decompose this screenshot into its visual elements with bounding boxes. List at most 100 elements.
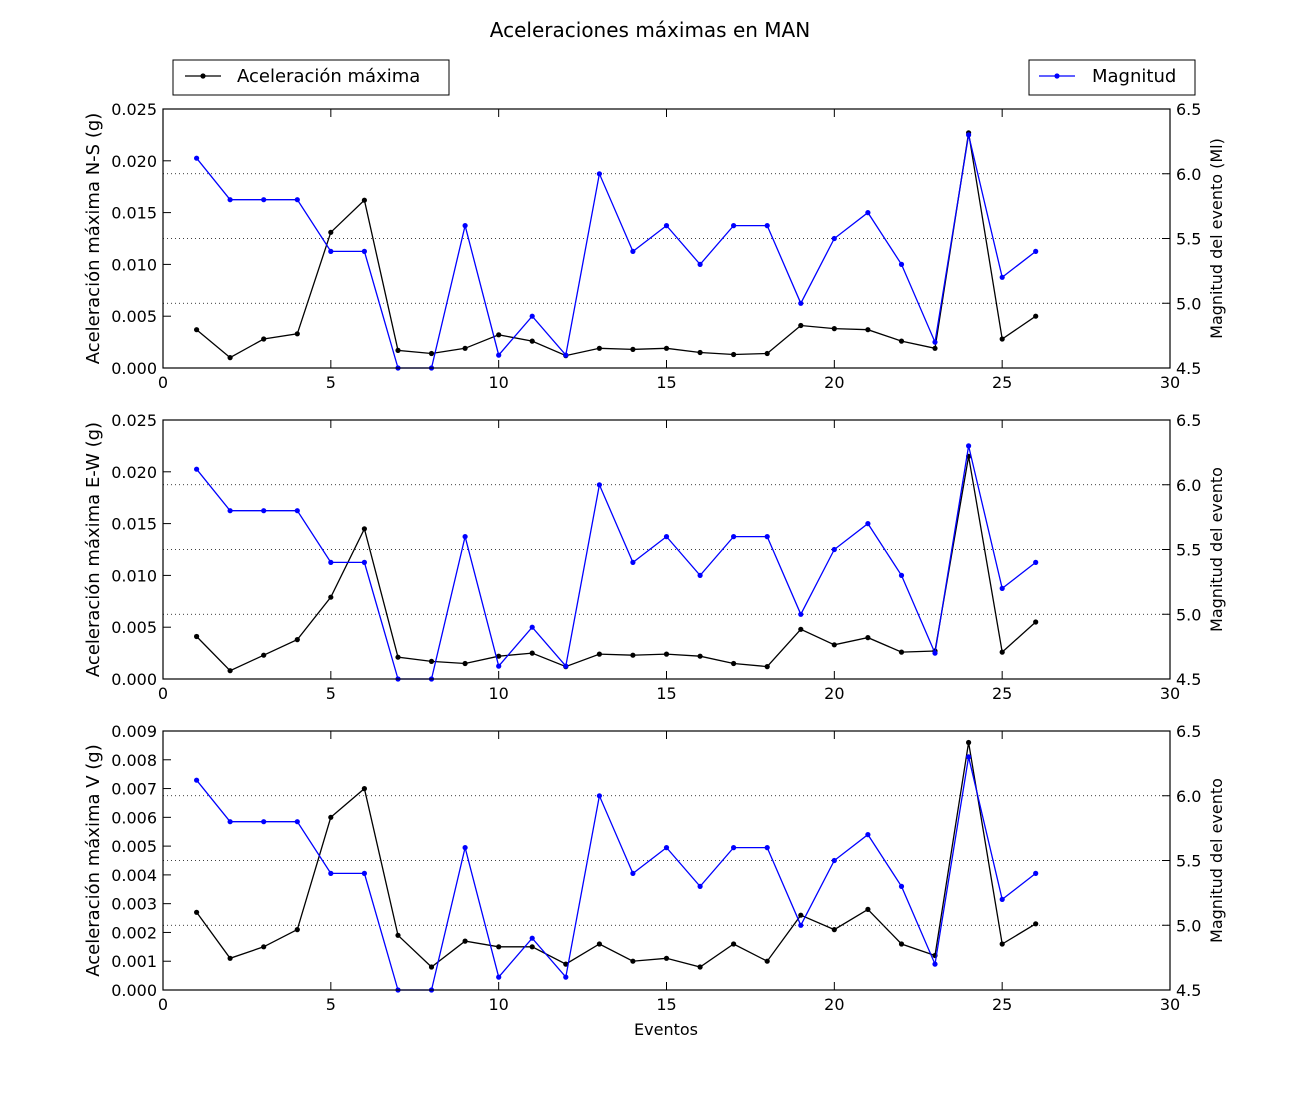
x-tick-label-ew: 30 xyxy=(1160,684,1180,703)
series-line-mag-ns xyxy=(196,134,1037,369)
data-point-mag-v xyxy=(966,754,972,760)
panels: 0 5 10 15 20 25 30 0.000 0.005 0.010 0.015 0.020 0.0… xyxy=(83,100,1226,1014)
data-point-mag-ew xyxy=(227,508,233,514)
legend-mag-label: Magnitud xyxy=(1092,66,1176,87)
data-point-mag-v xyxy=(1033,870,1039,877)
data-point-accel-v xyxy=(697,964,703,970)
y-tick-label-v: 0.004 xyxy=(111,866,157,885)
data-point-mag-ns xyxy=(361,248,367,254)
x-tick-label-v: 10 xyxy=(488,995,508,1014)
data-point-mag-ew xyxy=(630,559,636,566)
data-point-accel-ew xyxy=(328,594,334,600)
data-point-accel-ns xyxy=(227,355,233,361)
data-point-mag-ew xyxy=(898,572,905,579)
data-point-accel-ew xyxy=(731,660,737,667)
data-point-mag-ew xyxy=(798,611,804,617)
data-point-mag-ew xyxy=(831,546,837,553)
y-tick-label-ew: 0.015 xyxy=(111,515,157,534)
data-point-mag-ns xyxy=(630,248,636,254)
data-point-accel-ns xyxy=(496,332,502,338)
y-tick-label-v: 0.001 xyxy=(111,952,157,971)
data-point-accel-v xyxy=(831,927,837,933)
y2-tick-label-ns: 4.5 xyxy=(1176,359,1201,378)
x-tick-label-ns: 15 xyxy=(656,373,676,392)
y-tick-label-v: 0.007 xyxy=(111,780,157,799)
data-point-accel-ew xyxy=(596,651,603,657)
y2-tick-label-ew: 6.0 xyxy=(1176,476,1201,495)
data-point-accel-ew xyxy=(898,649,905,655)
data-point-mag-v xyxy=(361,870,367,877)
data-point-mag-ns xyxy=(596,171,603,177)
data-point-accel-ew xyxy=(261,652,267,658)
data-point-mag-ns xyxy=(731,223,737,229)
data-point-mag-ew xyxy=(697,572,703,579)
y-tick-label-v: 0.008 xyxy=(111,751,157,770)
data-point-accel-ns xyxy=(999,336,1005,342)
x-tick-label-v: 5 xyxy=(326,995,336,1014)
data-point-mag-v xyxy=(596,793,603,799)
data-point-accel-ew xyxy=(663,651,670,657)
plot-frame-v xyxy=(162,730,1171,991)
data-point-mag-v xyxy=(932,961,938,967)
series-line-accel-ns xyxy=(196,132,1037,359)
x-axis-label: Eventos xyxy=(634,1020,698,1039)
data-point-mag-ns xyxy=(663,223,670,229)
y2-tick-label-ew: 5.0 xyxy=(1176,605,1201,624)
plot-frame-ew xyxy=(162,419,1171,680)
data-point-mag-ns xyxy=(798,300,804,306)
data-point-mag-v xyxy=(898,883,905,890)
data-point-mag-ns xyxy=(563,352,569,358)
data-point-accel-ns xyxy=(798,322,804,329)
data-point-mag-v xyxy=(798,922,804,928)
y-tick-label-ew: 0.020 xyxy=(111,463,157,482)
data-point-accel-ew xyxy=(798,626,804,632)
data-point-mag-ew xyxy=(328,559,334,566)
data-point-mag-ns xyxy=(831,235,837,242)
data-point-mag-v xyxy=(227,819,233,825)
y-tick-label-ew: 0.010 xyxy=(111,566,157,585)
data-point-mag-ew xyxy=(764,534,770,540)
data-point-accel-v xyxy=(898,941,905,947)
legend-mag-marker xyxy=(1054,73,1060,79)
data-point-accel-v xyxy=(798,912,804,918)
data-point-accel-v xyxy=(428,964,435,970)
data-point-accel-ns xyxy=(630,346,636,352)
data-point-accel-ew xyxy=(630,652,636,658)
data-point-accel-ns xyxy=(764,350,770,357)
data-point-accel-v xyxy=(529,944,535,950)
data-point-mag-v xyxy=(328,870,334,877)
data-point-accel-ew xyxy=(496,653,502,659)
series-line-accel-v xyxy=(196,742,1037,968)
data-point-accel-v xyxy=(294,927,300,933)
data-point-accel-ew xyxy=(764,664,770,670)
data-point-accel-ns xyxy=(932,345,938,351)
y-tick-label-v: 0.009 xyxy=(111,722,157,741)
data-point-accel-ew xyxy=(294,637,300,643)
data-point-accel-ew xyxy=(529,650,535,656)
data-point-mag-ns xyxy=(1033,248,1039,254)
x-tick-label-ns: 0 xyxy=(158,373,168,392)
data-point-accel-ns xyxy=(697,349,703,356)
data-point-mag-ew xyxy=(261,508,267,514)
data-point-accel-ns xyxy=(462,345,468,351)
data-point-mag-ns xyxy=(227,197,233,203)
legend-accel-label: Aceleración máxima xyxy=(237,66,420,87)
data-point-mag-v xyxy=(731,845,737,851)
data-point-accel-v xyxy=(328,814,334,820)
data-point-mag-v xyxy=(261,819,267,825)
y-axis-title-ew: Aceleración máxima E-W (g) xyxy=(83,422,104,677)
x-tick-label-v: 20 xyxy=(824,995,844,1014)
data-point-mag-v xyxy=(764,845,770,851)
data-point-mag-ns xyxy=(328,248,334,254)
data-point-accel-v xyxy=(361,786,367,792)
y-tick-label-ns: 0.005 xyxy=(111,307,157,326)
data-point-mag-v xyxy=(831,857,837,864)
data-point-mag-ew xyxy=(731,534,737,540)
data-point-accel-ns xyxy=(731,351,737,358)
data-point-accel-v xyxy=(194,909,200,915)
data-point-mag-ns xyxy=(999,274,1005,280)
data-point-accel-ns xyxy=(395,347,401,353)
data-point-mag-ns xyxy=(194,155,200,161)
data-point-mag-v xyxy=(529,935,535,941)
data-point-accel-ew xyxy=(999,649,1005,655)
